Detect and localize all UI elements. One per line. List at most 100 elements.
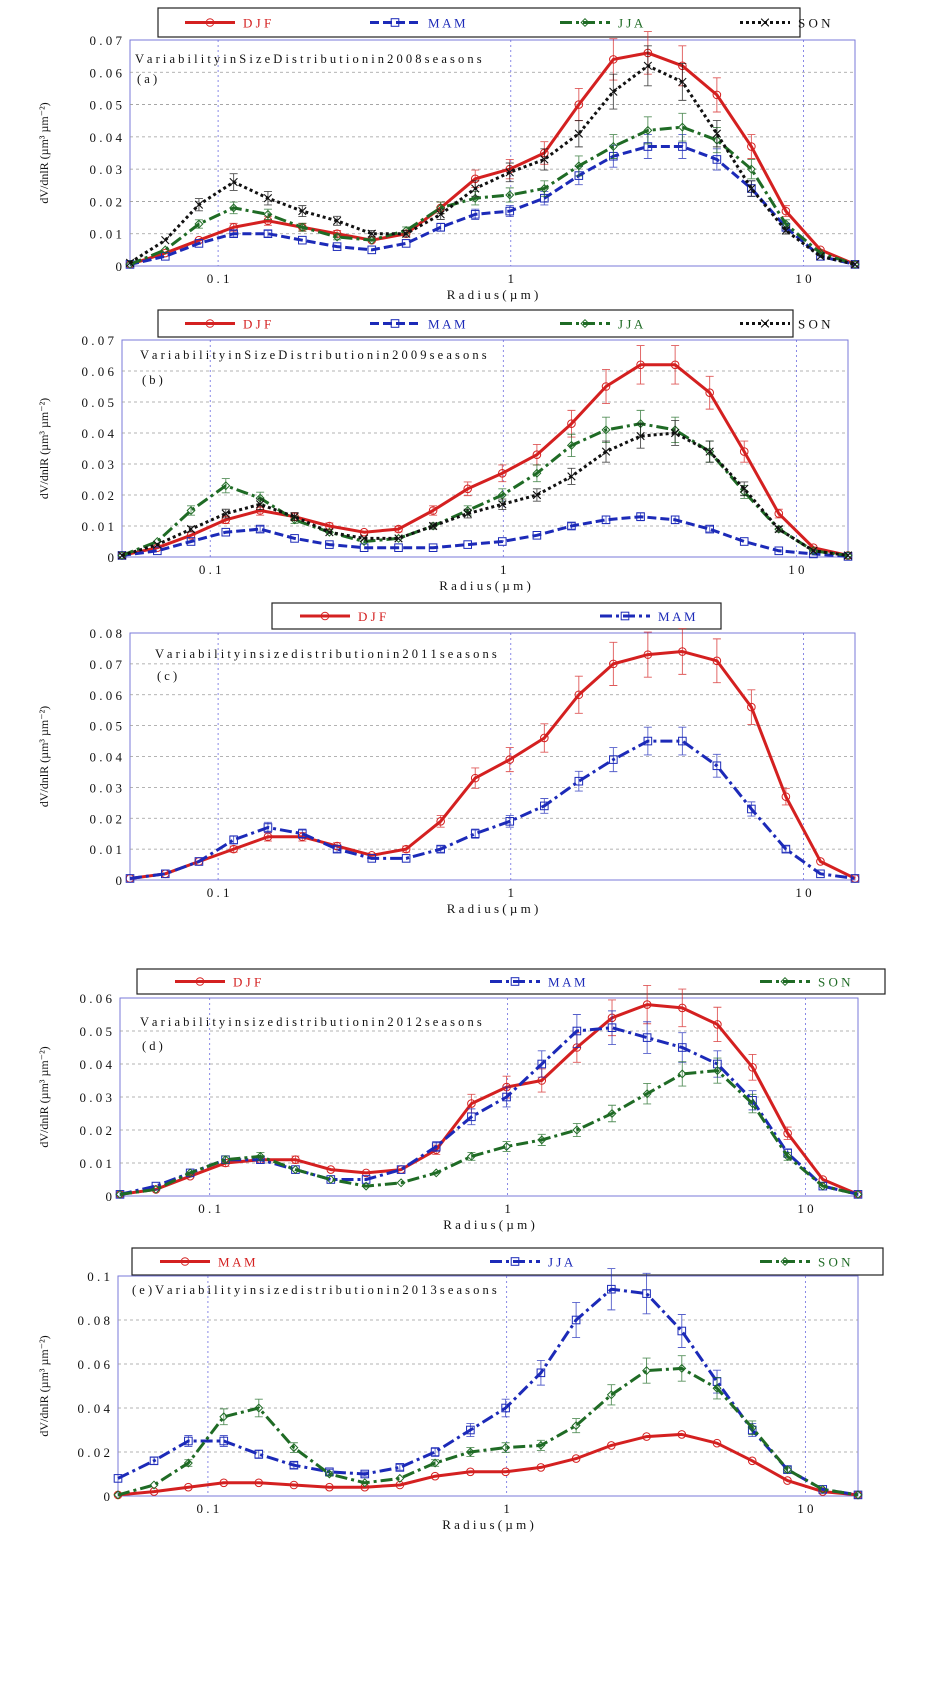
error-bar bbox=[298, 828, 307, 839]
data-point bbox=[739, 537, 749, 546]
y-tick-label: 0 . 0 4 bbox=[80, 1057, 113, 1072]
data-point bbox=[747, 804, 756, 814]
y-tick-label: 0 . 0 1 bbox=[90, 227, 123, 242]
data-point bbox=[360, 1478, 370, 1488]
series-line bbox=[129, 739, 856, 880]
y-tick-label: 0 bbox=[104, 1489, 111, 1504]
series-jja bbox=[113, 1268, 863, 1500]
legend-item: S O N bbox=[760, 975, 851, 990]
panel-tag: ( d ) bbox=[142, 1039, 163, 1053]
data-point bbox=[325, 528, 334, 537]
series-line bbox=[121, 422, 849, 557]
x-tick-label: 0 . 1 bbox=[197, 1501, 220, 1516]
data-point bbox=[395, 1480, 405, 1490]
data-point bbox=[572, 1125, 582, 1135]
data-point bbox=[149, 1480, 159, 1490]
x-tick-label: 0 . 1 bbox=[198, 1201, 221, 1216]
data-point bbox=[712, 761, 722, 771]
y-tick-label: 0 . 0 2 bbox=[80, 1123, 113, 1138]
legend-label: D J F bbox=[358, 609, 386, 624]
legend-item: D J F bbox=[185, 317, 271, 332]
error-bar bbox=[333, 233, 342, 241]
data-point bbox=[298, 235, 307, 245]
error-bar bbox=[567, 433, 576, 458]
legend-label: M A M bbox=[218, 1255, 256, 1270]
error-bar bbox=[748, 1053, 757, 1081]
data-point bbox=[219, 1478, 229, 1488]
data-point bbox=[505, 168, 514, 177]
data-point bbox=[289, 1443, 299, 1453]
data-point bbox=[540, 801, 549, 811]
error-bar bbox=[471, 828, 480, 839]
error-bar bbox=[705, 525, 714, 533]
data-point bbox=[221, 509, 230, 518]
data-point bbox=[809, 546, 818, 555]
data-point bbox=[536, 1440, 546, 1450]
data-point bbox=[359, 527, 369, 537]
data-point bbox=[746, 164, 756, 174]
plot-frame bbox=[129, 39, 856, 267]
data-point bbox=[361, 1168, 371, 1178]
data-point bbox=[463, 509, 472, 518]
y-tick-label: 0 . 0 2 bbox=[90, 811, 123, 826]
data-point bbox=[430, 1471, 440, 1481]
data-point bbox=[401, 844, 411, 854]
data-point bbox=[643, 736, 653, 746]
data-point bbox=[396, 1178, 406, 1188]
series-line bbox=[119, 1003, 859, 1196]
error-bar bbox=[540, 723, 549, 753]
data-point bbox=[642, 1033, 652, 1042]
data-point bbox=[430, 1447, 440, 1457]
legend-label: S O N bbox=[798, 16, 831, 31]
data-point bbox=[360, 1469, 370, 1479]
data-point bbox=[254, 1403, 264, 1413]
data-point bbox=[254, 1478, 264, 1488]
error-bar bbox=[431, 1447, 440, 1457]
data-point bbox=[325, 521, 334, 531]
data-point bbox=[194, 219, 204, 229]
error-bar bbox=[537, 1050, 546, 1078]
error-bar bbox=[505, 187, 514, 203]
data-point bbox=[782, 1465, 792, 1475]
error-bar bbox=[395, 1464, 404, 1471]
error-bar bbox=[747, 159, 756, 180]
x-tick-label: 1 bbox=[508, 271, 515, 286]
y-tick-label: 0 . 0 2 bbox=[82, 488, 115, 503]
data-point bbox=[678, 736, 687, 746]
data-point bbox=[470, 773, 480, 783]
error-bar bbox=[567, 522, 576, 530]
legend-label: J J A bbox=[618, 317, 644, 332]
error-bar bbox=[602, 369, 611, 404]
legend-item: J J A bbox=[560, 16, 644, 31]
data-point bbox=[263, 229, 273, 239]
data-point bbox=[642, 1366, 652, 1376]
error-bar bbox=[713, 1006, 722, 1043]
error-bar bbox=[436, 845, 445, 853]
data-point bbox=[566, 440, 576, 450]
data-point bbox=[740, 484, 749, 493]
chart-title: V a r i a b i l i t y i n s i z e d i s … bbox=[155, 647, 497, 661]
data-point bbox=[748, 1063, 757, 1072]
data-point bbox=[783, 1151, 793, 1161]
data-point bbox=[713, 1020, 722, 1029]
chart-title: ( e ) V a r i a b i l i t y i n s i z e … bbox=[132, 1283, 497, 1297]
series-line bbox=[129, 125, 856, 266]
y-tick-label: 0 . 0 5 bbox=[82, 395, 115, 410]
data-point bbox=[401, 229, 411, 238]
error-bar bbox=[783, 1466, 792, 1473]
data-point bbox=[205, 18, 215, 27]
error-bar bbox=[608, 1104, 617, 1123]
data-point bbox=[843, 550, 853, 560]
error-bar bbox=[325, 1471, 334, 1477]
data-point bbox=[332, 242, 342, 251]
series-mam bbox=[125, 726, 860, 883]
data-point bbox=[466, 1467, 475, 1477]
error-bar bbox=[219, 1408, 228, 1426]
x-axis-label: R a d i u s ( µ m ) bbox=[442, 1517, 534, 1532]
data-point bbox=[367, 854, 377, 863]
error-bar bbox=[574, 675, 583, 714]
legend-item: M A M bbox=[370, 317, 466, 332]
data-point bbox=[712, 1066, 722, 1076]
legend-item: M A M bbox=[370, 16, 466, 31]
data-point bbox=[607, 1023, 617, 1033]
